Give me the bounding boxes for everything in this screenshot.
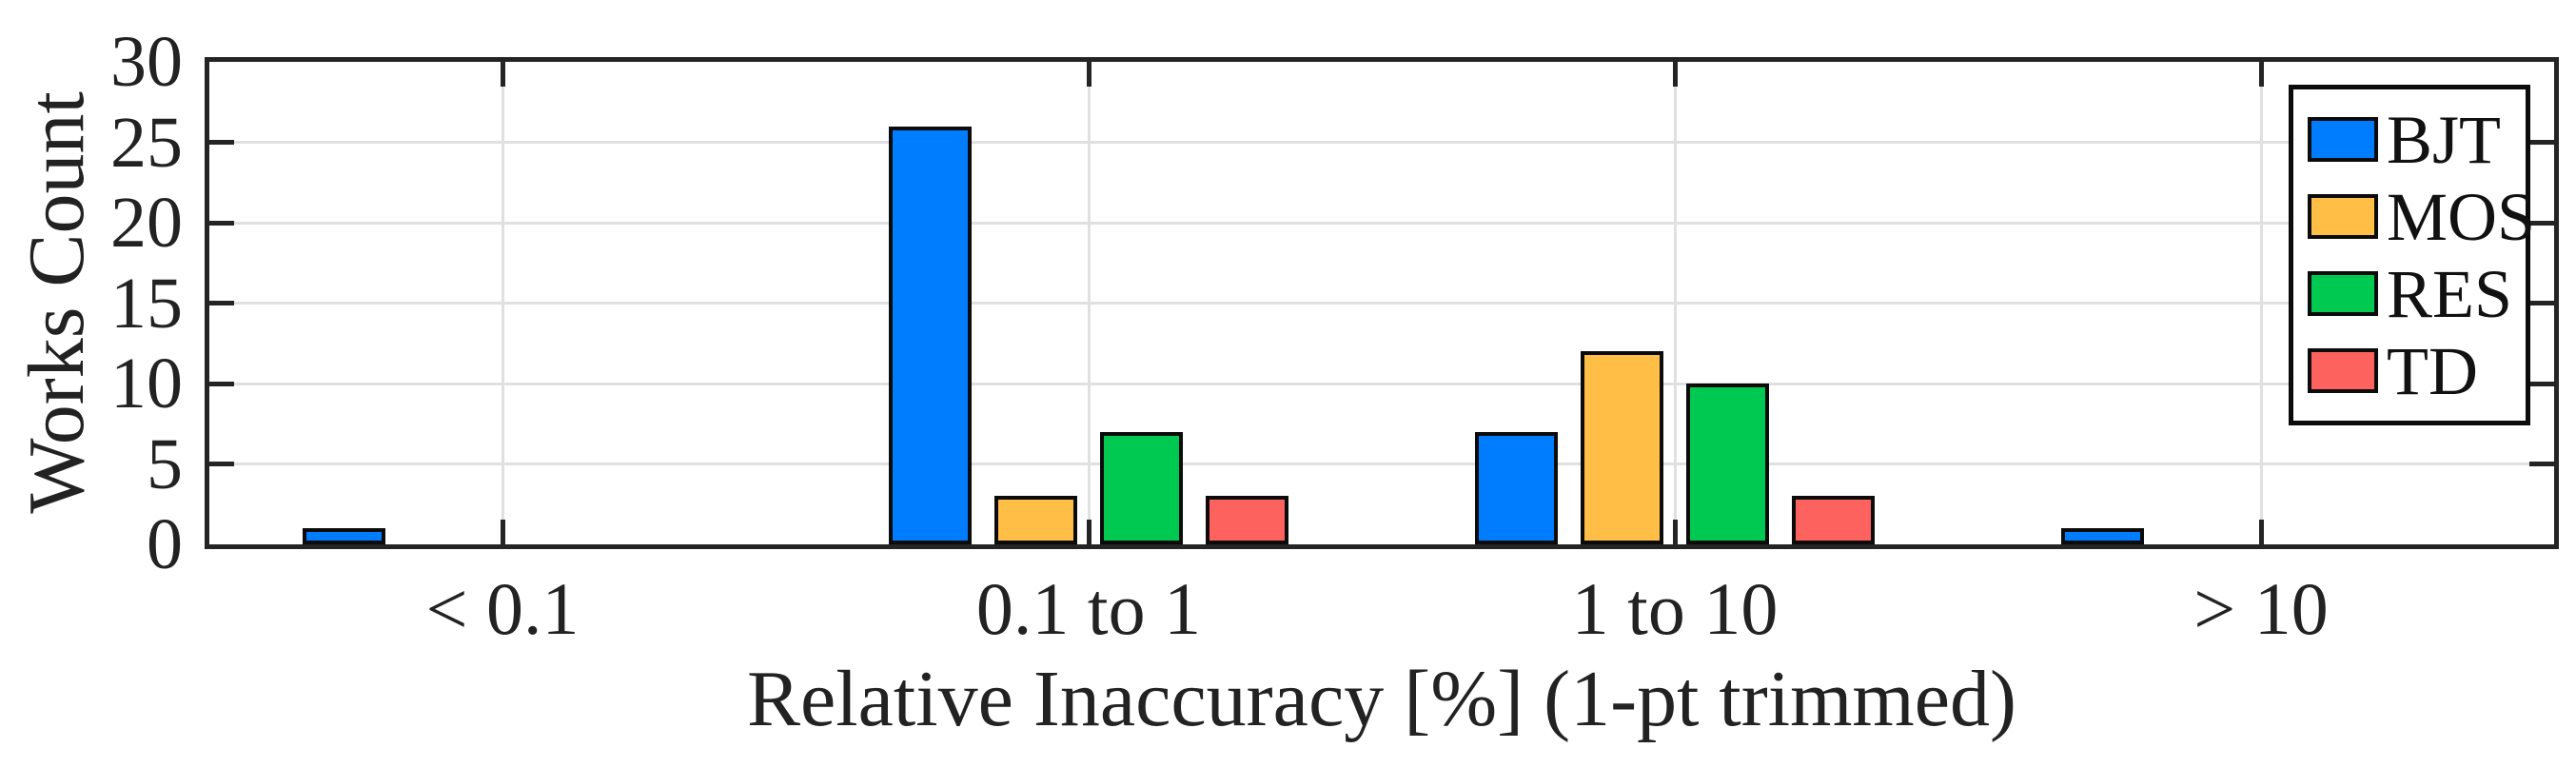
- y-tick-label: 0: [147, 504, 183, 584]
- plot-area: BJT MOS RES TD: [205, 57, 2559, 549]
- legend: BJT MOS RES TD: [2289, 85, 2535, 425]
- tick-mark-top: [2258, 62, 2264, 87]
- tick-mark-left: [209, 381, 234, 386]
- gridline-h: [209, 141, 2554, 144]
- legend-entry-bjt: BJT: [2308, 101, 2526, 178]
- tick-mark-top: [1672, 62, 1678, 87]
- gridline-v: [1087, 62, 1091, 544]
- tick-mark-bottom: [1672, 520, 1678, 544]
- legend-entry-td: TD: [2308, 332, 2526, 409]
- tick-mark-bottom: [2258, 520, 2264, 544]
- bar-td-2: [1206, 496, 1288, 544]
- bar-bjt-1: [303, 528, 385, 544]
- y-tick-label: 5: [147, 423, 183, 504]
- x-tick-label: < 0.1: [425, 567, 580, 650]
- legend-label-bjt: BJT: [2387, 101, 2502, 178]
- legend-label-mos: MOS: [2387, 178, 2536, 255]
- y-tick-label: 10: [110, 344, 183, 423]
- tick-mark-bottom: [500, 520, 505, 544]
- bar-bjt-3: [1475, 431, 1558, 544]
- gridline-h: [209, 463, 2554, 465]
- bar-td-3: [1792, 496, 1875, 544]
- x-tick-label: > 10: [2193, 567, 2329, 650]
- y-tick-label: 30: [110, 22, 183, 102]
- tick-mark-right: [2529, 301, 2554, 305]
- legend-entry-res: RES: [2308, 255, 2526, 332]
- bar-mos-3: [1581, 351, 1663, 544]
- gridline-h: [209, 382, 2554, 385]
- legend-label-td: TD: [2387, 332, 2478, 409]
- plot-inner: BJT MOS RES TD: [209, 62, 2554, 544]
- gridline-v: [2259, 62, 2263, 544]
- y-tick-label: 20: [110, 183, 183, 263]
- x-tick-label: 0.1 to 1: [975, 567, 1202, 650]
- bar-bjt-2: [889, 126, 972, 544]
- legend-swatch-res: [2308, 271, 2378, 316]
- tick-mark-top: [1086, 62, 1091, 87]
- y-tick-label: 25: [110, 102, 183, 183]
- gridline-v: [501, 62, 504, 544]
- x-axis-label: Relative Inaccuracy [%] (1-pt trimmed): [746, 655, 2017, 743]
- bar-res-3: [1686, 384, 1769, 544]
- legend-entry-mos: MOS: [2308, 178, 2535, 255]
- bar-res-2: [1100, 431, 1183, 544]
- tick-mark-top: [500, 62, 505, 87]
- tick-mark-bottom: [1086, 520, 1091, 544]
- tick-mark-right: [2529, 381, 2554, 386]
- x-tick-label: 1 to 10: [1571, 567, 1779, 650]
- y-tick-label: 15: [110, 263, 183, 344]
- tick-mark-right: [2529, 220, 2554, 226]
- tick-mark-left: [209, 462, 234, 466]
- legend-swatch-mos: [2308, 194, 2378, 239]
- tick-mark-left: [209, 140, 234, 145]
- tick-mark-left: [209, 301, 234, 305]
- tick-mark-left: [209, 220, 234, 226]
- tick-mark-right: [2529, 462, 2554, 466]
- legend-label-res: RES: [2387, 255, 2513, 332]
- gridline-v: [1673, 62, 1677, 544]
- gridline-h: [209, 221, 2554, 225]
- tick-mark-right: [2529, 140, 2554, 145]
- bar-mos-2: [994, 496, 1077, 544]
- bar-bjt-4: [2061, 528, 2144, 544]
- legend-swatch-bjt: [2308, 117, 2378, 162]
- legend-swatch-td: [2308, 348, 2378, 393]
- gridline-h: [209, 302, 2554, 305]
